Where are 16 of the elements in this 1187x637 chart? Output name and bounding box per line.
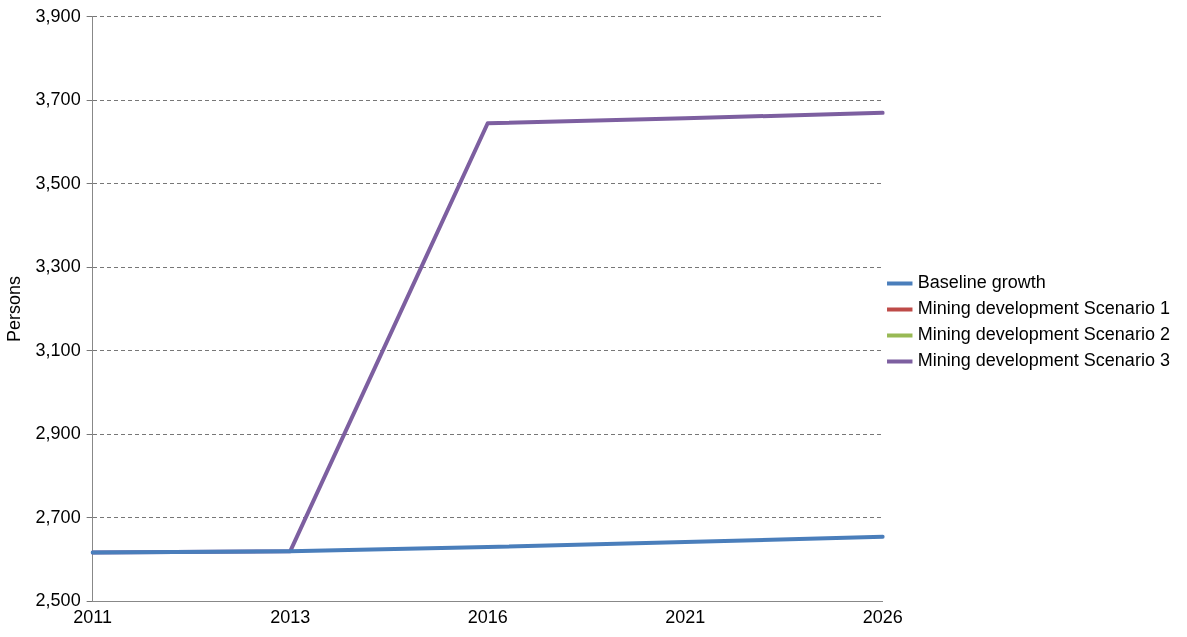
- x-tick-label: 2016: [467, 607, 508, 628]
- y-tick-label: 3,300: [35, 256, 81, 277]
- x-tick-label: 2013: [270, 607, 311, 628]
- x-tick-label: 2021: [665, 607, 706, 628]
- y-tick-label: 3,500: [35, 172, 81, 193]
- legend-label: Mining development Scenario 2: [917, 324, 1170, 345]
- x-tick-label: 2026: [862, 607, 903, 628]
- y-tick-label: 3,700: [35, 89, 81, 110]
- y-tick-label: 3,100: [35, 339, 81, 360]
- y-tick-label: 2,900: [35, 423, 81, 444]
- legend-label: Mining development Scenario 3: [917, 350, 1170, 371]
- legend-label: Mining development Scenario 1: [917, 298, 1170, 319]
- y-axis-title: Persons: [3, 276, 24, 343]
- y-tick-label: 2,700: [35, 506, 81, 527]
- y-tick-label: 3,900: [35, 5, 81, 26]
- legend-label: Baseline growth: [917, 272, 1046, 293]
